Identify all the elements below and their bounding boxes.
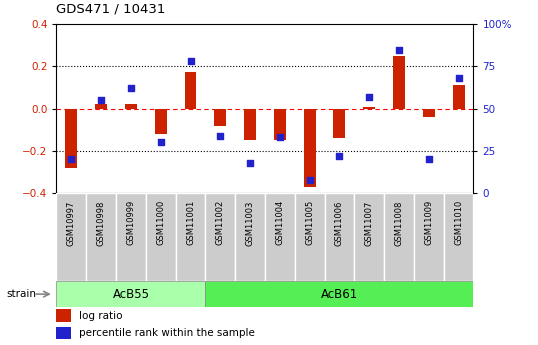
Text: GSM11007: GSM11007 [365,200,374,246]
Text: GSM11009: GSM11009 [424,200,433,246]
Point [186,59,195,64]
Point [67,157,76,162]
Text: GSM10997: GSM10997 [67,200,76,246]
Text: GSM11004: GSM11004 [275,200,285,246]
Bar [355,193,384,281]
Bar [384,193,414,281]
Bar [56,309,71,322]
Bar [206,193,235,281]
Bar [175,193,206,281]
Point [126,86,135,91]
Text: AcB55: AcB55 [112,288,150,300]
Text: log ratio: log ratio [80,311,123,321]
Text: GSM11003: GSM11003 [245,200,254,246]
Point [365,94,373,100]
Bar [155,109,167,134]
Bar [235,193,265,281]
Bar [423,109,435,117]
Bar [146,193,175,281]
Text: GSM11001: GSM11001 [186,200,195,246]
Text: percentile rank within the sample: percentile rank within the sample [80,328,256,338]
Point [216,133,224,138]
Text: GSM11002: GSM11002 [216,200,225,246]
Bar [452,86,464,109]
Bar [265,193,295,281]
Point [424,157,433,162]
Bar [95,105,107,109]
Bar [334,109,345,138]
Bar [206,281,473,307]
Point [246,160,254,166]
Text: GSM11008: GSM11008 [394,200,404,246]
Text: AcB61: AcB61 [321,288,358,300]
Bar [363,107,375,109]
Point [157,140,165,145]
Bar [56,193,86,281]
Text: GSM10998: GSM10998 [97,200,105,246]
Bar [274,109,286,140]
Point [395,47,404,52]
Bar [56,327,71,339]
Text: GSM10999: GSM10999 [126,200,136,246]
Bar [116,193,146,281]
Text: GDS471 / 10431: GDS471 / 10431 [56,2,166,16]
Text: GSM11000: GSM11000 [156,200,165,246]
Point [306,177,314,183]
Point [454,76,463,81]
Bar [56,281,206,307]
Bar [185,72,196,109]
Bar [295,193,324,281]
Text: strain: strain [6,289,37,299]
Point [275,135,284,140]
Bar [324,193,355,281]
Bar [244,109,256,140]
Point [97,97,105,103]
Bar [86,193,116,281]
Bar [66,109,77,168]
Bar [393,56,405,109]
Text: GSM11006: GSM11006 [335,200,344,246]
Bar [125,105,137,109]
Bar [414,193,444,281]
Bar [214,109,226,126]
Bar [303,109,316,187]
Bar [444,193,473,281]
Text: GSM11005: GSM11005 [305,200,314,246]
Text: GSM11010: GSM11010 [454,200,463,246]
Point [335,153,344,159]
